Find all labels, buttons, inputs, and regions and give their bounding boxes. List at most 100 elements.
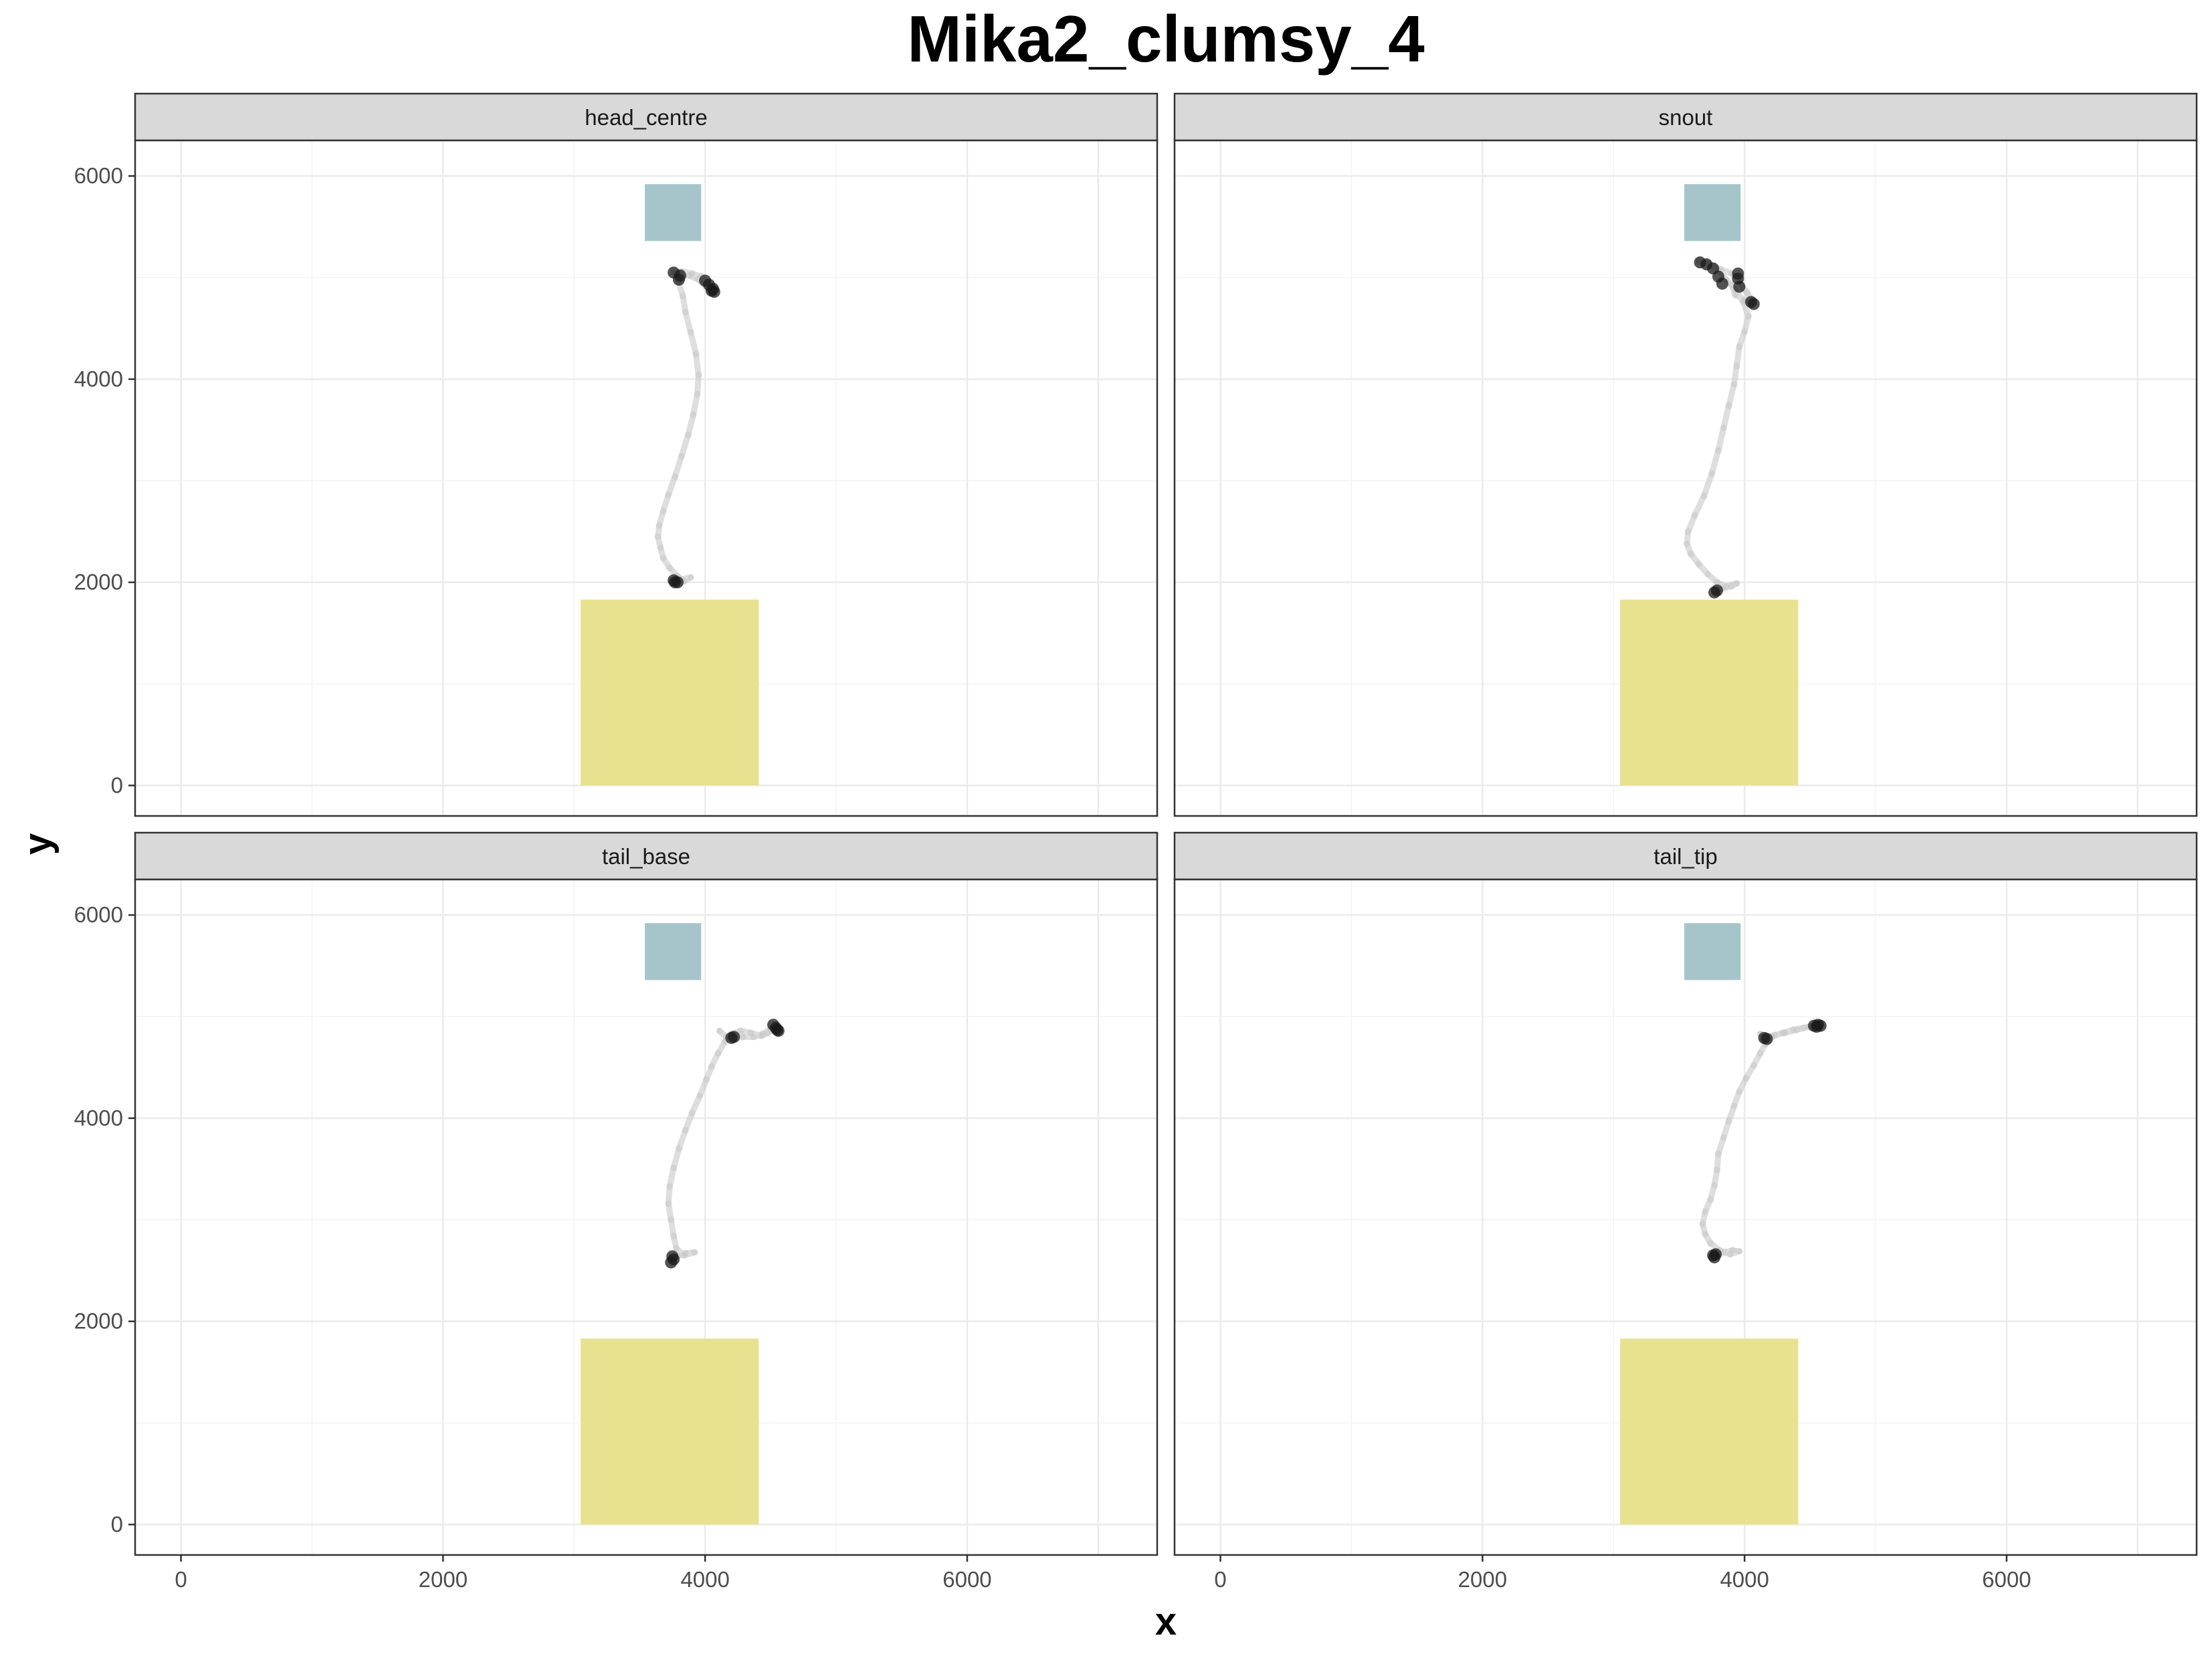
trajectory-point [1699,1220,1706,1227]
trajectory-point [1745,312,1752,320]
zone-blue [1684,923,1741,980]
panel-border [1173,878,2198,1556]
trajectory-point [1730,1102,1738,1110]
panel-tail-base: tail_base 0 2000 4000 6000 0 2000 4000 6000 [74,831,1159,1592]
dwell-point [1747,298,1760,310]
trajectory-point [1702,1231,1709,1238]
trajectory-point [1732,291,1739,298]
trajectory-point [1725,1118,1732,1125]
dwell-point [668,266,680,279]
trajectory-point [1793,1026,1801,1033]
trajectory-point [1736,343,1743,350]
trajectory-point [1725,402,1732,409]
trajectory-point [1800,1024,1807,1031]
trajectory-point [1750,1061,1757,1069]
trajectory-point [765,1029,772,1037]
trajectory-point [657,544,664,552]
trajectory-point [673,1245,680,1252]
trajectory-point [690,411,697,419]
trajectory-point [686,272,693,279]
zone-yellow [1620,599,1799,786]
trajectory-point [1779,1029,1786,1037]
trajectory-point [679,292,686,300]
trajectory-point [694,391,701,398]
trajectory-point [666,564,674,572]
trajectory-point [696,1092,704,1100]
x-tick-label: 2000 [419,1567,468,1592]
trajectory-point [682,1249,689,1257]
trajectory-point [654,533,662,540]
trajectory-point [1683,540,1690,547]
trajectory-point [675,1145,682,1152]
trajectory-point [1708,470,1716,478]
trajectory-point [688,270,696,277]
trajectory-point [665,1200,672,1207]
trajectory-point [1730,381,1738,388]
trajectory-point [1720,1134,1727,1141]
zone-yellow [581,599,759,786]
panel-border [134,878,1159,1556]
panel-snout: snout [1173,92,2198,817]
trajectory-point [1695,560,1702,568]
trajectory-point [687,574,694,581]
dwell-point [1716,278,1728,290]
trajectory-point [670,1233,678,1240]
zone-yellow [1620,1338,1799,1525]
y-tick-label: 2000 [74,570,123,595]
trajectory-point [1729,1247,1736,1254]
trajectory-point [1711,1182,1718,1189]
trajectory-point [695,371,702,379]
trajectory-path [665,1023,779,1263]
zone-blue [645,184,702,241]
trajectory-point [1733,362,1740,370]
y-tick-label: 4000 [74,1106,123,1130]
x-tick-label: 0 [175,1567,187,1592]
trajectory-point [678,453,685,460]
trajectory-point [672,473,679,480]
trajectory-point [1714,447,1722,454]
trajectory-point [1736,1088,1743,1096]
y-tick-label: 0 [111,772,123,797]
trajectory-point [1714,579,1721,586]
trajectory-point [1700,492,1708,500]
trajectory-point [1707,1239,1714,1247]
trajectory-point [737,1027,744,1035]
trajectory-point [1756,1049,1764,1057]
trajectory-point [1704,570,1712,578]
trajectory-point [1728,583,1735,590]
trajectory-point [1728,281,1735,288]
trajectory-point [670,1164,678,1172]
trajectory-point [668,1216,675,1223]
trajectory-point [1736,1247,1743,1255]
y-tick-label: 4000 [74,367,123,391]
y-tick-label: 6000 [74,902,123,927]
trajectory-point [692,350,700,357]
dwell-point [728,1031,740,1043]
dwell-point [1810,1021,1823,1033]
trajectory-point [684,431,692,439]
trajectory-point [660,508,667,515]
panel-tail-tip: tail_tip 0 2000 4000 6000 [1173,831,2198,1592]
zone-blue [645,923,702,980]
x-tick-label: 4000 [1720,1567,1769,1592]
trajectory-point [747,1029,755,1037]
trajectory-point [708,1063,715,1070]
trajectory-point [1781,1029,1789,1037]
trajectory-point [1741,328,1748,335]
trajectory-point [1771,1031,1779,1039]
trajectory-point [1720,1249,1727,1256]
x-tick-label: 4000 [680,1567,729,1592]
facet-strip [134,831,1159,881]
dwell-point [771,1023,783,1036]
trajectory-point [759,1030,767,1037]
zone-yellow [581,1338,759,1525]
trajectory-point [1691,512,1698,519]
trajectory-point [739,1033,746,1041]
y-tick-label: 0 [111,1512,123,1536]
trajectory-point [1789,1026,1797,1033]
x-tick-label: 6000 [1982,1567,2031,1592]
dwell-point [672,576,684,589]
dwell-point [1707,1249,1720,1261]
